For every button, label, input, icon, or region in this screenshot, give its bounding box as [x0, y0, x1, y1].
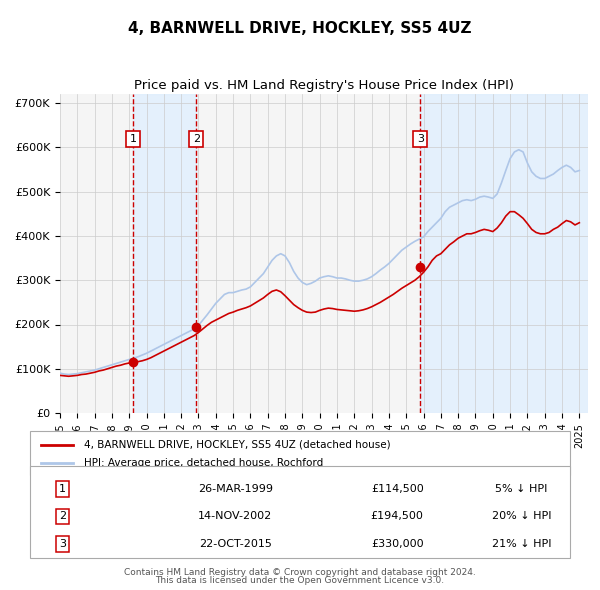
Text: 1: 1: [59, 484, 66, 494]
Text: 21% ↓ HPI: 21% ↓ HPI: [491, 539, 551, 549]
Text: 4, BARNWELL DRIVE, HOCKLEY, SS5 4UZ (detached house): 4, BARNWELL DRIVE, HOCKLEY, SS5 4UZ (det…: [84, 440, 391, 450]
Text: 14-NOV-2002: 14-NOV-2002: [198, 512, 272, 522]
Text: 26-MAR-1999: 26-MAR-1999: [198, 484, 272, 494]
Text: 20% ↓ HPI: 20% ↓ HPI: [491, 512, 551, 522]
Bar: [133, 94, 196, 413]
Text: Contains HM Land Registry data © Crown copyright and database right 2024.: Contains HM Land Registry data © Crown c…: [124, 568, 476, 577]
Text: 3: 3: [417, 134, 424, 144]
Text: HPI: Average price, detached house, Rochford: HPI: Average price, detached house, Roch…: [84, 458, 323, 467]
Text: 3: 3: [59, 539, 66, 549]
Text: £330,000: £330,000: [371, 539, 424, 549]
Text: 1: 1: [130, 134, 137, 144]
Text: 4, BARNWELL DRIVE, HOCKLEY, SS5 4UZ: 4, BARNWELL DRIVE, HOCKLEY, SS5 4UZ: [128, 21, 472, 35]
Text: 2: 2: [59, 512, 66, 522]
Title: Price paid vs. HM Land Registry's House Price Index (HPI): Price paid vs. HM Land Registry's House …: [134, 79, 514, 92]
Text: 22-OCT-2015: 22-OCT-2015: [199, 539, 272, 549]
Text: This data is licensed under the Open Government Licence v3.0.: This data is licensed under the Open Gov…: [155, 576, 445, 585]
Bar: [420, 94, 588, 413]
Text: £194,500: £194,500: [371, 512, 424, 522]
FancyBboxPatch shape: [30, 431, 570, 475]
Text: 5% ↓ HPI: 5% ↓ HPI: [495, 484, 548, 494]
Text: £114,500: £114,500: [371, 484, 424, 494]
Text: 2: 2: [193, 134, 200, 144]
FancyBboxPatch shape: [30, 466, 570, 558]
